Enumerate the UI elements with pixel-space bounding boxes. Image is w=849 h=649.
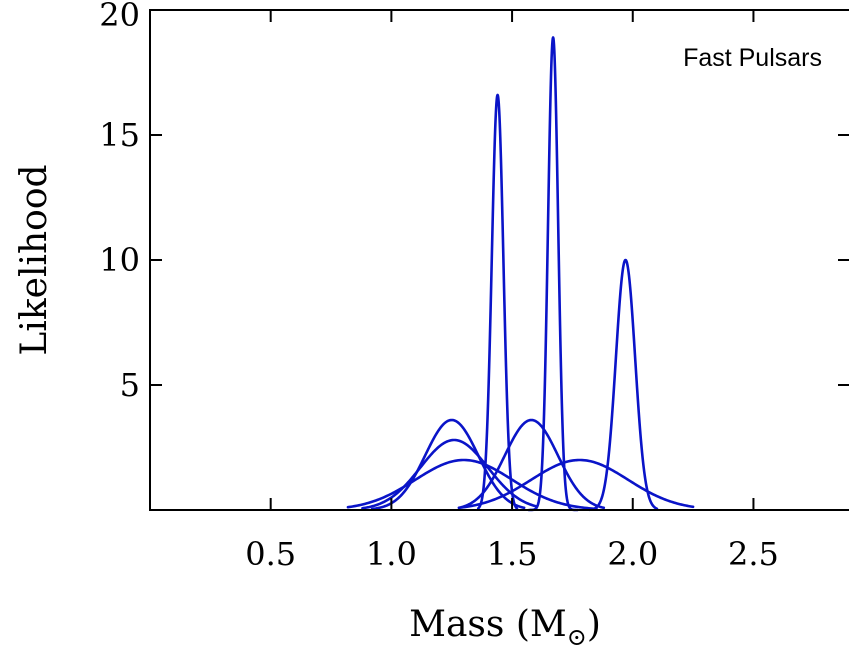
x-axis-title-subscript: ⊙	[567, 623, 587, 649]
y-tick-label-5: 5	[120, 366, 140, 404]
x-tick-label-1.5: 1.5	[487, 535, 538, 573]
y-tick-label-15: 15	[99, 116, 140, 154]
likelihood-curve-3	[346, 458, 598, 511]
x-tick-label-1.0: 1.0	[366, 535, 417, 573]
y-tick-label-20: 20	[99, 0, 140, 34]
x-axis-title-suffix: )	[587, 604, 601, 645]
ticks-layer	[150, 9, 849, 510]
curves-layer	[346, 36, 695, 512]
plot-frame	[149, 9, 849, 511]
likelihood-curve-5	[527, 36, 579, 512]
chart-annotation: Fast Pulsars	[683, 44, 822, 72]
x-tick-label-0.5: 0.5	[245, 535, 296, 573]
x-tick-label-2.5: 2.5	[728, 535, 779, 573]
likelihood-curve-8	[588, 258, 659, 512]
likelihood-curve-7	[457, 458, 695, 510]
tick-labels-layer: 0.5 1.0 1.5 2.0 2.5 5 10 15 20	[99, 0, 779, 573]
likelihood-curve-6	[457, 418, 606, 510]
likelihood-curve-4	[476, 93, 519, 510]
likelihood-curve-2	[361, 438, 538, 510]
likelihood-curve-1	[370, 418, 526, 511]
y-tick-label-10: 10	[99, 241, 140, 279]
x-axis-title-main: Mass (M	[409, 604, 567, 645]
x-tick-label-2.0: 2.0	[607, 535, 658, 573]
y-axis-title: Likelihood	[14, 164, 55, 355]
x-axis-title: Mass (M⊙)	[409, 604, 601, 649]
